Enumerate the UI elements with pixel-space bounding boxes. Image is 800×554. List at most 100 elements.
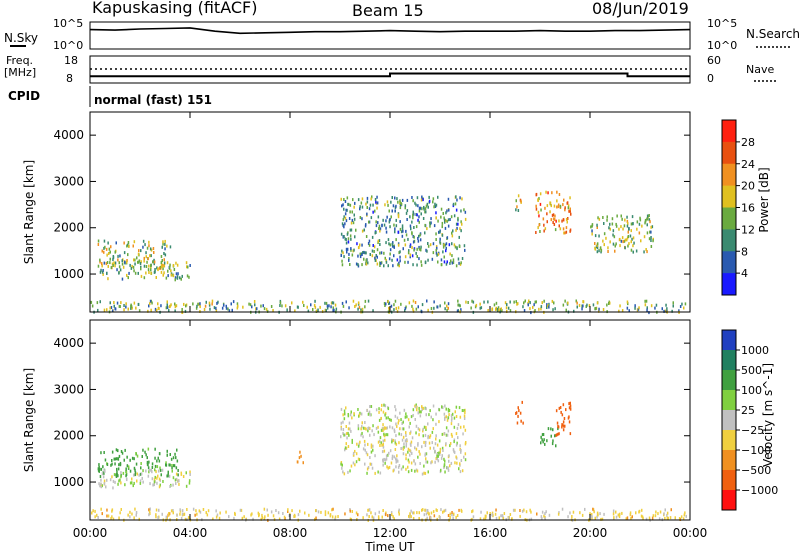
velocity-colorbar-label: −25 (741, 424, 764, 437)
velocity-cell (452, 448, 455, 452)
velocity-cell (453, 416, 456, 420)
power-cell (110, 245, 112, 249)
power-cell (350, 237, 352, 241)
power-cell (452, 261, 455, 264)
velocity-cell (106, 508, 108, 512)
velocity-cell (118, 454, 121, 458)
velocity-cell (118, 463, 120, 467)
velocity-cell (391, 454, 394, 458)
velocity-cell (140, 472, 143, 476)
velocity-cell (160, 473, 162, 477)
power-cell (380, 261, 383, 265)
power-cell (148, 244, 150, 248)
velocity-cell (385, 454, 388, 458)
velocity-cell (405, 442, 408, 446)
velocity-cell (103, 482, 106, 486)
power-cell (569, 228, 572, 232)
velocity-cell (424, 452, 427, 456)
velocity-cell (416, 511, 418, 515)
power-cell (443, 218, 446, 222)
velocity-cell (449, 464, 451, 468)
power-cell (162, 242, 164, 246)
velocity-cell (382, 509, 384, 512)
velocity-cell (415, 405, 417, 409)
velocity-cell (126, 464, 129, 468)
power-cell (649, 220, 651, 224)
power-cell (428, 195, 430, 199)
velocity-cell (432, 427, 434, 431)
velocity-cell (172, 509, 174, 512)
power-cell (581, 304, 583, 308)
velocity-cell (136, 472, 138, 476)
power-ylabel: Slant Range [km] (22, 160, 36, 264)
power-cell (358, 305, 361, 309)
power-cell (176, 275, 179, 279)
power-cell (143, 256, 145, 260)
power-cell (117, 258, 119, 262)
velocity-cell (124, 448, 126, 452)
power-cell (341, 259, 343, 263)
power-cell (225, 304, 227, 308)
velocity-cell (410, 415, 413, 419)
power-cell (391, 242, 393, 246)
velocity-cell (101, 484, 103, 488)
velocity-cell (119, 511, 121, 515)
power-cell (96, 301, 99, 305)
velocity-cell (517, 406, 519, 410)
power-cell (457, 299, 459, 303)
velocity-cell (104, 458, 107, 462)
power-cell (602, 239, 604, 243)
velocity-cell (340, 435, 342, 439)
power-cell (342, 203, 344, 207)
power-cell (114, 261, 117, 265)
velocity-cell (378, 439, 381, 443)
velocity-cell (354, 449, 356, 453)
velocity-cell (445, 407, 447, 411)
velocity-cell (406, 415, 408, 419)
velocity-cell (407, 447, 410, 451)
velocity-cell (422, 434, 424, 438)
velocity-cell (386, 465, 388, 469)
velocity-cell (392, 515, 394, 519)
velocity-cell (360, 412, 363, 416)
velocity-cell (401, 427, 404, 431)
velocity-cell (652, 514, 655, 518)
velocity-cell (412, 511, 414, 515)
velocity-cell (666, 513, 668, 517)
velocity-cell (346, 436, 348, 440)
power-cell (254, 303, 256, 307)
velocity-cell (115, 448, 118, 452)
velocity-cell (445, 415, 447, 419)
power-cell (448, 208, 450, 212)
power-cell (509, 300, 511, 304)
velocity-cell (511, 517, 513, 521)
power-cell (663, 309, 665, 313)
velocity-cell (395, 457, 397, 461)
velocity-cell (664, 516, 666, 520)
velocity-cell (215, 509, 217, 513)
velocity-cell (463, 414, 466, 418)
power-cell (415, 213, 417, 216)
velocity-cell (569, 407, 572, 411)
power-cell (546, 306, 548, 309)
velocity-cell (432, 418, 434, 422)
velocity-cell (423, 425, 426, 429)
velocity-cell (612, 509, 615, 513)
power-cell (106, 308, 108, 312)
velocity-cell (443, 412, 446, 416)
velocity-cell (635, 511, 637, 515)
power-cell (444, 307, 446, 311)
velocity-cell (438, 439, 441, 443)
power-cell (160, 270, 163, 274)
velocity-cell (459, 470, 462, 474)
velocity-cell (407, 458, 410, 462)
power-cell (185, 261, 188, 265)
velocity-cell (188, 479, 191, 483)
power-cell (630, 248, 633, 252)
power-cell (558, 219, 560, 223)
velocity-cell (109, 478, 112, 482)
velocity-cell (529, 508, 531, 512)
velocity-cell (414, 462, 417, 466)
velocity-cell (185, 471, 187, 475)
velocity-cell (367, 412, 370, 416)
